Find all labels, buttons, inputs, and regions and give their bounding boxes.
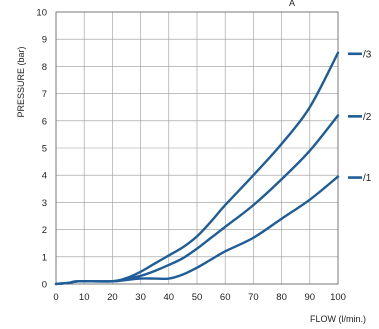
y-tick-label: 7 (42, 89, 47, 100)
legend-label: /2 (363, 112, 372, 123)
x-tick-label: 20 (107, 292, 118, 303)
x-tick-label: 100 (330, 292, 346, 303)
plot-frame (55, 11, 339, 285)
x-tick-label: 90 (305, 292, 316, 303)
y-tick-label: 1 (42, 252, 47, 263)
y-tick-label: 0 (42, 280, 47, 291)
y-tick-label: 8 (42, 62, 47, 73)
y-tick-label: 2 (42, 225, 47, 236)
legend: /3/2/1 (348, 49, 372, 184)
legend-label: /1 (363, 173, 372, 184)
x-tick-label: 10 (79, 292, 90, 303)
y-tick-label: 9 (42, 35, 47, 46)
series-lines (54, 51, 340, 286)
x-tick-label: 40 (164, 292, 175, 303)
legend-label: /3 (363, 49, 372, 60)
y-axis-label: PRESSURE (bar) (16, 46, 26, 117)
grid (55, 11, 339, 285)
x-tick-label: 70 (248, 292, 259, 303)
x-tick-label: 30 (135, 292, 146, 303)
x-tick-label: 60 (220, 292, 231, 303)
y-tick-label: 10 (36, 8, 47, 19)
top-label: A (289, 0, 295, 8)
series-line-1 (54, 175, 340, 286)
y-tick-label: 4 (42, 171, 47, 182)
x-axis-label: FLOW (l/min.) (310, 314, 366, 324)
y-tick-label: 3 (42, 198, 47, 209)
y-tick-label: 6 (42, 116, 47, 127)
x-tick-label: 50 (192, 292, 203, 303)
y-tick-label: 5 (42, 144, 47, 155)
x-tick-label: 80 (276, 292, 287, 303)
x-tick-label: 0 (53, 292, 58, 303)
